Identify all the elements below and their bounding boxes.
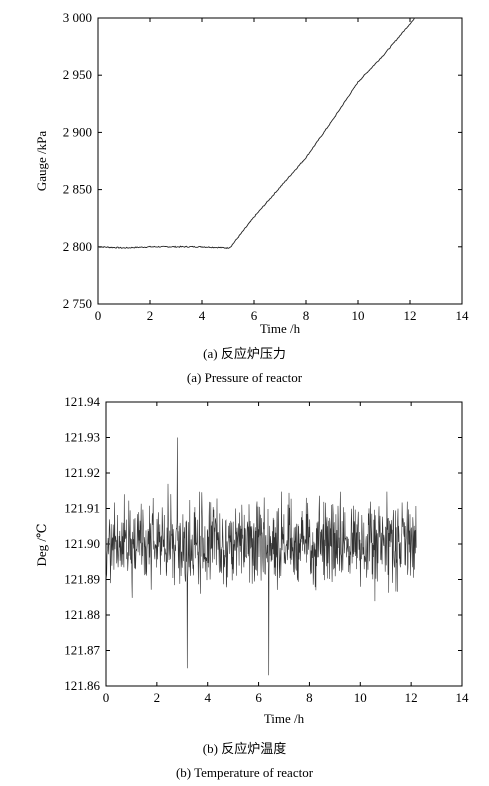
temperature-x-tick-label: 12 [405, 690, 418, 705]
temperature-y-tick-label: 121.94 [64, 394, 100, 409]
pressure-y-tick-label: 2 750 [63, 296, 92, 311]
temperature-y-axis-label: Deg /℃ [34, 523, 49, 566]
pressure-chart: 0 2 4 6 8 10 12 14 2 750 2 800 2 850 2 900 2 950 3 00… [34, 10, 469, 336]
pressure-y-axis-label: Gauge /kPa [34, 131, 49, 192]
pressure-x-tick-label: 2 [147, 308, 154, 323]
pressure-y-tick-label: 2 900 [63, 124, 92, 139]
temperature-y-tick-label: 121.88 [64, 607, 100, 622]
pressure-y-tick-label: 3 000 [63, 10, 92, 25]
temperature-x-tick-label: 4 [204, 690, 211, 705]
temperature-y-tick-label: 121.91 [64, 501, 100, 516]
temperature-y-tick-label: 121.93 [64, 430, 100, 445]
temperature-chart: 0 2 4 6 8 10 12 14 121.86 121.87 121.88 121.89 121.9… [34, 394, 469, 726]
pressure-x-tick-label: 10 [352, 308, 365, 323]
temperature-x-tick-label: 14 [456, 690, 470, 705]
pressure-y-tick-label: 2 800 [63, 239, 92, 254]
pressure-x-tick-label: 8 [303, 308, 310, 323]
temperature-x-tick-label: 0 [103, 690, 110, 705]
temperature-ticks: 0 2 4 6 8 10 12 14 121.86 121.87 121.88 121.89 121.9… [64, 394, 469, 705]
temperature-y-tick-label: 121.90 [64, 536, 100, 551]
temperature-y-tick-label: 121.92 [64, 465, 100, 480]
pressure-x-axis-label: Time /h [260, 321, 301, 336]
temperature-caption-en: (b) Temperature of reactor [175, 765, 314, 780]
pressure-caption-cn: (a) 反应炉压力 [203, 346, 286, 361]
pressure-y-tick-label: 2 950 [63, 67, 92, 82]
pressure-x-tick-label: 14 [456, 308, 470, 323]
pressure-ticks: 0 2 4 6 8 10 12 14 2 750 2 800 2 850 2 900 2 950 3 00… [63, 10, 469, 323]
pressure-x-tick-label: 6 [251, 308, 258, 323]
temperature-x-tick-label: 6 [255, 690, 262, 705]
temperature-y-tick-label: 121.87 [64, 643, 100, 658]
pressure-x-tick-label: 4 [199, 308, 206, 323]
temperature-x-axis-label: Time /h [264, 711, 305, 726]
pressure-y-tick-label: 2 850 [63, 182, 92, 197]
pressure-series-line [98, 17, 416, 249]
temperature-y-tick-label: 121.86 [64, 678, 100, 693]
pressure-caption-en: (a) Pressure of reactor [186, 370, 303, 385]
temperature-x-tick-label: 8 [306, 690, 313, 705]
temperature-y-tick-label: 121.89 [64, 572, 100, 587]
temperature-x-tick-label: 10 [354, 690, 367, 705]
temperature-x-tick-label: 2 [154, 690, 161, 705]
pressure-x-tick-label: 0 [95, 308, 102, 323]
temperature-series-line [105, 437, 417, 676]
pressure-plot-frame [97, 17, 463, 305]
pressure-x-tick-label: 12 [404, 308, 417, 323]
temperature-caption-cn: (b) 反应炉温度 [202, 741, 287, 756]
